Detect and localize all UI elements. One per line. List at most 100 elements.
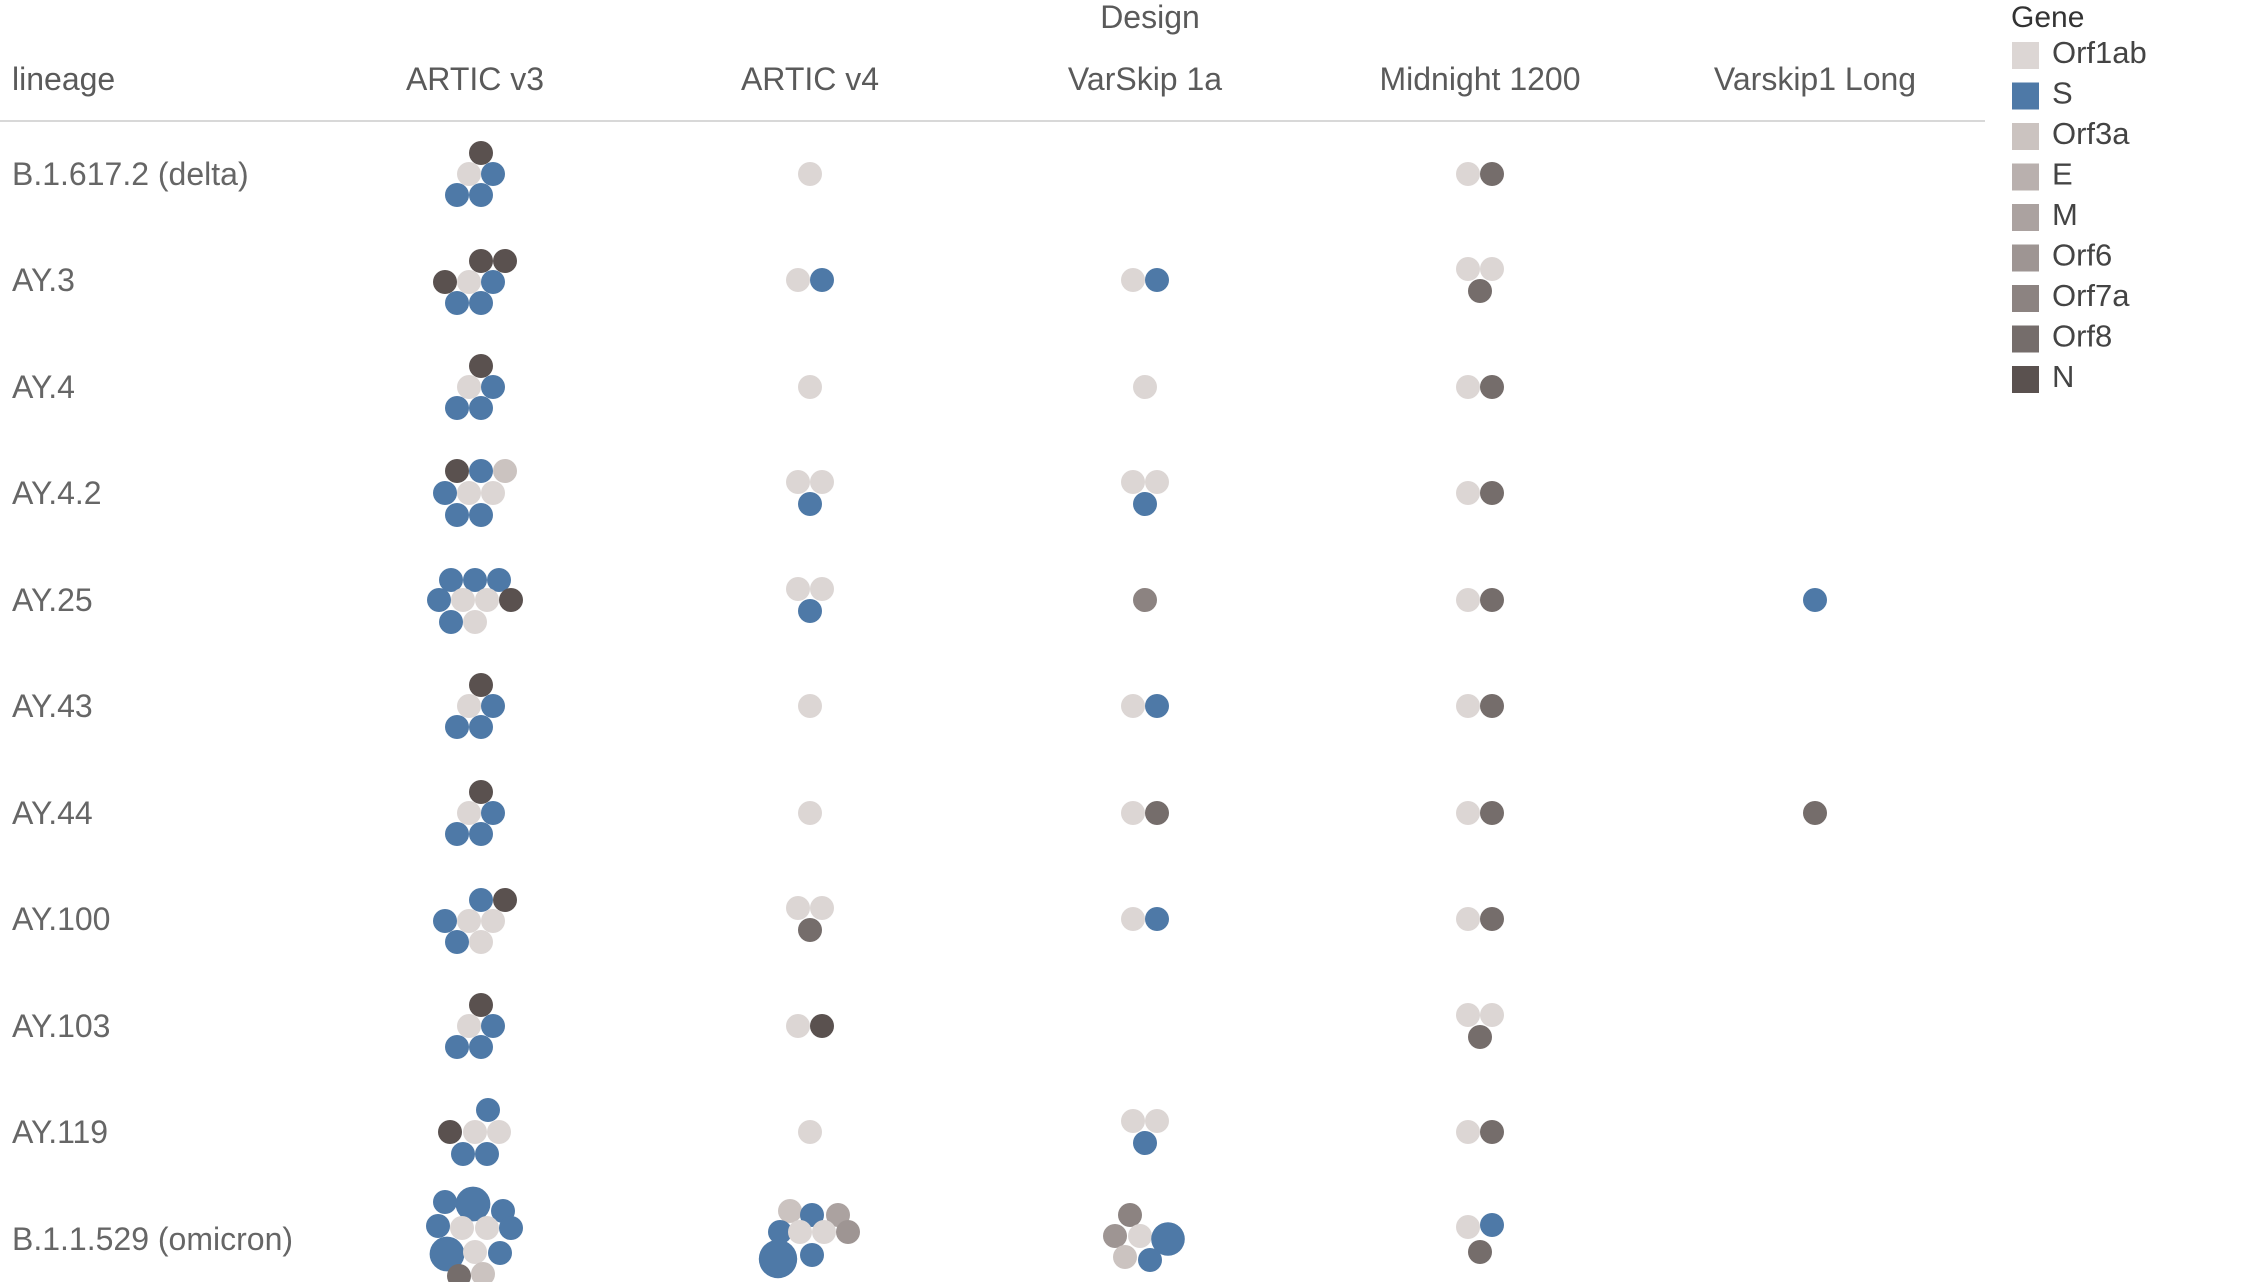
gene-dot-orf1ab [810,470,834,494]
gene-dot-s [481,694,505,718]
gene-dot-orf1ab [463,1120,487,1144]
gene-dot-s [469,1035,493,1059]
legend-swatch [2012,82,2039,110]
gene-dot-s [433,481,457,505]
gene-dot-s [1480,1213,1504,1237]
gene-dot-s [451,1142,475,1166]
gene-dot-orf1ab [1456,162,1480,186]
gene-dot-orf8 [447,1264,471,1282]
gene-dot-orf1ab [469,930,493,954]
gene-dot-orf8 [1480,375,1504,399]
gene-dot-s [469,503,493,527]
legend-title: Gene [2011,1,2084,34]
gene-dot-s [481,270,505,294]
gene-dot-s [798,599,822,623]
dot-cluster [1456,1213,1504,1264]
gene-dot-n [469,780,493,804]
gene-dot-orf1ab [1121,470,1145,494]
gene-dot-n [469,249,493,273]
gene-dot-orf1ab [475,588,499,612]
gene-dot-orf7a [1133,588,1157,612]
legend-label: Orf8 [2052,319,2112,354]
row-header-label: lineage [12,61,115,97]
gene-dot-s [445,183,469,207]
legend-label: Orf6 [2052,238,2112,273]
gene-dot-s [469,459,493,483]
gene-dot-orf1ab [457,162,481,186]
gene-dot-orf1ab [1121,907,1145,931]
gene-dot-s [1145,268,1169,292]
column-header: VarSkip 1a [1068,61,1222,97]
legend-label: S [2052,76,2073,111]
gene-dot-orf1ab [1456,1120,1480,1144]
gene-dot-n [438,1120,462,1144]
gene-dot-s [469,715,493,739]
gene-dot-orf1ab [1133,375,1157,399]
gene-dot-orf8 [1468,279,1492,303]
gene-dot-s [487,568,511,592]
gene-dot-s [1133,1131,1157,1155]
gene-dot-orf6 [1103,1224,1127,1248]
dot-cluster [1456,1120,1504,1144]
gene-dot-s [426,1214,450,1238]
gene-dot-orf1ab [457,694,481,718]
gene-dot-orf8 [1480,162,1504,186]
gene-dot-n [433,270,457,294]
dot-cluster [786,896,834,942]
gene-dot-s [810,268,834,292]
gene-dot-orf1ab [457,801,481,825]
gene-dot-s [433,909,457,933]
gene-dot-orf1ab [463,610,487,634]
gene-dot-s [481,1014,505,1038]
gene-dot-orf1ab [1480,257,1504,281]
gene-dot-s [469,888,493,912]
dot-cluster [433,249,517,315]
gene-dot-s [445,822,469,846]
gene-dot-s [445,503,469,527]
dot-cluster [445,141,505,207]
gene-dot-orf1ab [798,162,822,186]
gene-dot-s [433,1190,457,1214]
row-label: AY.3 [12,262,75,298]
dot-cluster [758,1199,860,1279]
gene-dot-s [758,1239,798,1279]
gene-dot-s [455,1186,491,1222]
dot-cluster [1456,694,1504,718]
row-label: AY.100 [12,901,110,937]
gene-dot-s [768,1220,792,1244]
gene-dot-orf1ab [475,1216,499,1240]
gene-dot-orf1ab [1145,1109,1169,1133]
gene-dot-orf1ab [810,577,834,601]
gene-dot-orf8 [1480,907,1504,931]
dot-cluster [1456,801,1504,825]
row-label: B.1.617.2 (delta) [12,156,249,192]
gene-dot-s [445,715,469,739]
gene-dot-orf1ab [481,481,505,505]
column-header: ARTIC v4 [741,61,879,97]
dot-cluster [1133,588,1157,612]
gene-dot-orf3a [471,1262,495,1282]
gene-dot-s [1145,694,1169,718]
legend-swatch [2012,163,2039,191]
gene-dot-s [481,162,505,186]
row-label: AY.103 [12,1008,110,1044]
gene-dot-orf8 [1803,801,1827,825]
gene-dot-n [445,459,469,483]
gene-dot-orf1ab [451,588,475,612]
legend-label: Orf1ab [2052,35,2147,70]
dot-cluster [445,673,505,739]
gene-dot-orf1ab [1121,1109,1145,1133]
dot-cluster [786,470,834,516]
gene-dot-orf1ab [798,694,822,718]
row-label: AY.4.2 [12,475,102,511]
gene-dot-orf7a [1118,1203,1142,1227]
gene-dot-orf1ab [1456,1003,1480,1027]
gene-dot-orf1ab [450,1216,474,1240]
legend-swatch [2012,244,2039,272]
gene-dot-n [493,249,517,273]
gene-dot-s [429,1236,465,1272]
row-label: B.1.1.529 (omicron) [12,1221,293,1257]
dot-cluster [1121,470,1169,516]
gene-dot-orf8 [1145,801,1169,825]
row-label: AY.43 [12,688,93,724]
